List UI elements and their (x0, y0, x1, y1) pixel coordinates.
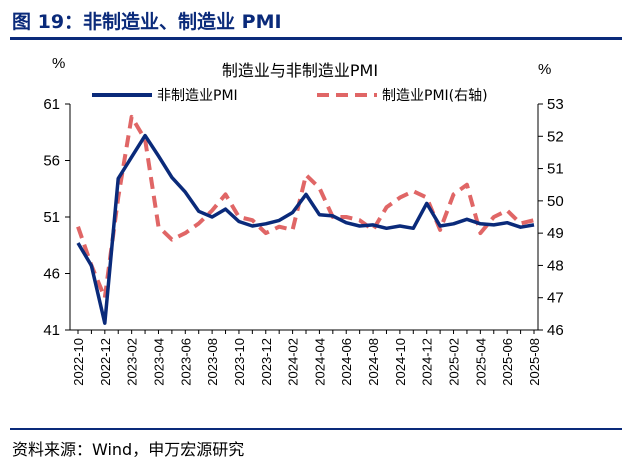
left-tick-label: 51 (43, 209, 60, 226)
x-tick-label: 2023-12 (259, 338, 274, 386)
x-tick-label: 2024-12 (420, 338, 435, 386)
x-tick-label: 2025-04 (473, 338, 488, 386)
series-line-non-manufacturing (76, 133, 535, 325)
right-tick-label: 51 (547, 161, 564, 178)
right-tick-label: 53 (547, 96, 564, 113)
legend: 非制造业PMI 制造业PMI(右轴) (92, 88, 488, 104)
x-tick-label: 2024-06 (339, 338, 354, 386)
series-lines (76, 114, 535, 325)
x-tick-label: 2023-04 (151, 338, 166, 386)
right-tick-label: 48 (547, 257, 564, 274)
axes: 41 46 51 56 61 46 47 48 49 50 51 52 53 2022-10 2022-12… (43, 96, 563, 386)
right-axis-unit: % (538, 61, 551, 78)
series-line-manufacturing (76, 114, 535, 300)
x-tick-label: 2024-04 (312, 338, 327, 386)
x-tick-label: 2022-10 (71, 338, 86, 386)
chart: 41 46 51 56 61 46 47 48 49 50 51 52 53 2022-10 2022-12… (43, 55, 563, 386)
x-tick-label: 2025-02 (447, 338, 462, 386)
chart-title: 制造业与非制造业PMI (222, 61, 378, 80)
left-tick-label: 56 (43, 153, 60, 170)
left-tick-label: 46 (43, 266, 60, 283)
left-tick-label: 61 (43, 96, 60, 113)
source-note: 资料来源：Wind，申万宏源研究 (12, 440, 245, 459)
x-tick-label: 2022-12 (98, 338, 113, 386)
x-tick-label: 2023-10 (232, 338, 247, 386)
left-tick-label: 41 (43, 322, 60, 339)
x-tick-label: 2023-02 (125, 338, 140, 386)
legend-label-non-manufacturing: 非制造业PMI (157, 88, 238, 104)
x-tick-label: 2023-08 (205, 338, 220, 386)
x-tick-label: 2024-02 (286, 338, 301, 386)
right-tick-label: 49 (547, 225, 564, 242)
x-tick-label: 2025-08 (527, 338, 542, 386)
right-tick-label: 46 (547, 322, 564, 339)
x-tick-label: 2024-08 (366, 338, 381, 386)
legend-label-manufacturing: 制造业PMI(右轴) (382, 88, 488, 104)
right-tick-label: 47 (547, 290, 564, 307)
title-rule (10, 37, 622, 40)
left-axis-unit: % (52, 55, 65, 72)
x-tick-label: 2024-10 (393, 338, 408, 386)
x-tick-label: 2023-06 (178, 338, 193, 386)
figure-title: 图 19：非制造业、制造业 PMI (12, 11, 282, 33)
x-tick-label: 2025-06 (500, 338, 515, 386)
right-tick-label: 52 (547, 128, 564, 145)
bottom-rule (10, 428, 622, 430)
right-tick-label: 50 (547, 193, 564, 210)
